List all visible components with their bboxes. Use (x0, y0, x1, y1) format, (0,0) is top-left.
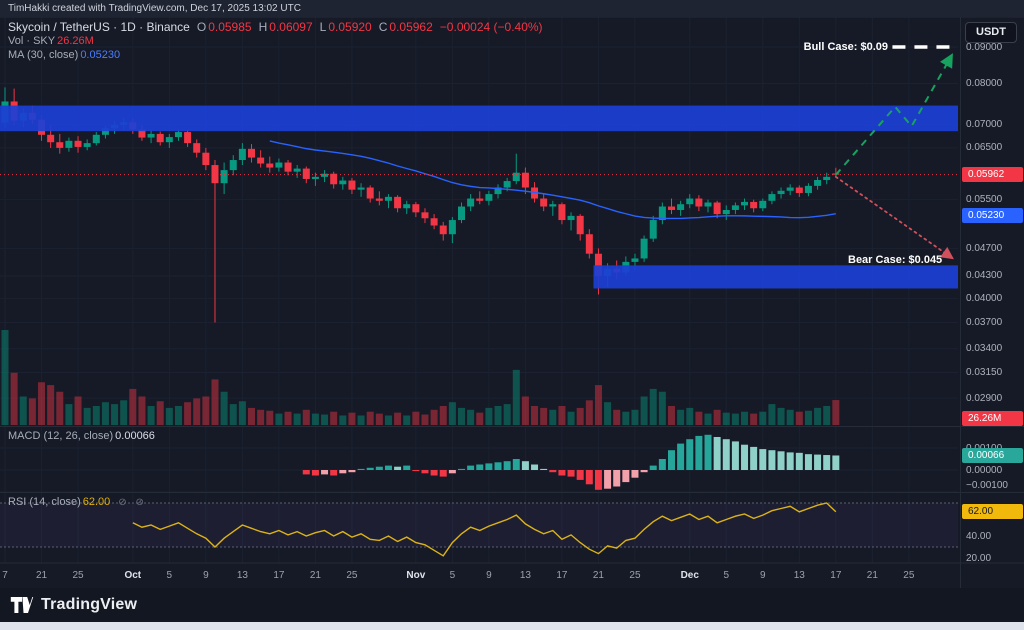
time-tick-label: 9 (760, 570, 766, 581)
rsi-tick-label: 40.00 (966, 530, 992, 542)
ma-value-badge: 0.05230 (962, 207, 1023, 223)
rsi-value: 62.00 (82, 496, 111, 508)
tradingview-logo-icon[interactable] (10, 596, 34, 614)
close-value: 0.05962 (389, 20, 433, 34)
price-tick-label: 0.02900 (966, 392, 1003, 404)
volume-label: Vol · SKY (8, 35, 56, 47)
time-tick-label: 21 (592, 570, 604, 581)
attribution-text: TimHakki created with TradingView.com, D… (8, 3, 301, 14)
price-tick-label: 0.06500 (966, 142, 1003, 154)
rsi-label: RSI (14, close) (8, 496, 81, 508)
time-tick-label: 21 (866, 570, 878, 581)
open-label: O (196, 20, 207, 34)
macd-tick-label: −0.00100 (966, 480, 1008, 491)
currency-toggle-button[interactable]: USDT (965, 22, 1017, 43)
time-tick-label: 13 (236, 570, 248, 581)
volume-badge: 26.26M (962, 411, 1023, 426)
rsi-band (0, 503, 958, 547)
rsi-legend[interactable]: RSI (14, close) 62.00 ⊘ ⊘ (8, 496, 147, 508)
price-tick-label: 0.03400 (966, 343, 1003, 355)
price-tick-label: 0.08000 (966, 78, 1003, 89)
main-chart-legend[interactable]: Skycoin / TetherUS · 1D · Binance O 0.059… (8, 20, 543, 34)
time-tick-label: 5 (449, 570, 456, 581)
rsi-value-badge: 62.00 (962, 504, 1023, 520)
volume-value: 26.26M (57, 35, 94, 47)
rsi-line (132, 502, 837, 557)
low-value: 0.05920 (328, 20, 372, 34)
resistance-zone (0, 105, 958, 132)
volume-bars (1, 330, 840, 425)
attribution-bar: TimHakki created with TradingView.com, D… (0, 0, 1024, 17)
time-tick-label: Oct (124, 570, 142, 581)
price-tick-label: 0.04000 (966, 292, 1003, 304)
last-price-badge: 0.05962 (962, 167, 1023, 183)
macd-tick-label: 0.00000 (966, 464, 1003, 476)
footer: TradingView (0, 588, 1024, 622)
price-tick-label: 0.04300 (966, 270, 1003, 282)
change-value: −0.00024 (−0.40%) (439, 20, 543, 34)
indicator-action-icons[interactable]: ⊘ ⊘ (118, 496, 147, 508)
bull-case-label[interactable]: Bull Case: $0.09 (803, 40, 888, 53)
price-tick-label: 0.03150 (966, 366, 1003, 378)
ma-label: MA (30, close) (8, 49, 79, 61)
time-tick-label: 17 (830, 570, 842, 581)
time-tick-label: 9 (486, 570, 492, 581)
high-label: H (258, 20, 268, 34)
time-tick-label: Nov (406, 570, 426, 581)
macd-label: MACD (12, 26, close) (8, 430, 114, 442)
rsi-tick-label: 20.00 (966, 552, 992, 564)
time-tick-label: 25 (629, 570, 641, 581)
support-zone (593, 265, 958, 289)
bear-case-label[interactable]: Bear Case: $0.045 (848, 254, 943, 266)
time-tick-label: 21 (35, 570, 48, 581)
macd-value: 0.00066 (115, 430, 155, 442)
time-tick-label: 17 (556, 570, 568, 581)
time-tick-label: 25 (72, 570, 84, 581)
high-value: 0.06097 (269, 20, 313, 34)
time-tick-label: 21 (309, 570, 321, 581)
open-value: 0.05985 (208, 20, 252, 34)
time-tick-label: 17 (273, 570, 285, 581)
time-tick-label: 25 (903, 570, 915, 581)
close-label: C (378, 20, 388, 34)
ma-line (269, 140, 836, 220)
time-tick-label: 25 (346, 570, 358, 581)
low-label: L (319, 20, 327, 34)
ma-legend[interactable]: MA (30, close) 0.05230 (8, 49, 120, 61)
macd-legend[interactable]: MACD (12, 26, close) 0.00066 (8, 430, 155, 442)
ma-value: 0.05230 (80, 49, 121, 61)
macd-value-badge: 0.00066 (962, 447, 1023, 463)
time-tick-label: 5 (166, 570, 173, 581)
tradingview-logo-text[interactable]: TradingView (41, 596, 138, 613)
volume-legend[interactable]: Vol · SKY 26.26M (8, 35, 94, 47)
grid-lines (0, 17, 958, 563)
price-tick-label: 0.04700 (966, 242, 1003, 254)
price-tick-label: 0.05500 (966, 194, 1003, 206)
time-tick-label: 13 (793, 570, 805, 581)
macd-histogram (302, 434, 840, 490)
bottom-strip (0, 622, 1024, 630)
bear-projection-line (834, 175, 954, 260)
time-tick-label: Dec (680, 570, 699, 581)
time-tick-label: 7 (2, 570, 8, 581)
time-tick-label: 9 (203, 570, 209, 581)
price-tick-label: 0.09000 (966, 41, 1003, 53)
time-tick-label: 13 (519, 570, 531, 581)
price-tick-label: 0.03700 (966, 317, 1003, 329)
candles (1, 87, 840, 323)
time-tick-label: 5 (723, 570, 730, 581)
price-tick-label: 0.07000 (966, 119, 1003, 131)
symbol-title[interactable]: Skycoin / TetherUS · 1D · Binance (8, 20, 190, 34)
bull-projection-line (835, 53, 953, 176)
